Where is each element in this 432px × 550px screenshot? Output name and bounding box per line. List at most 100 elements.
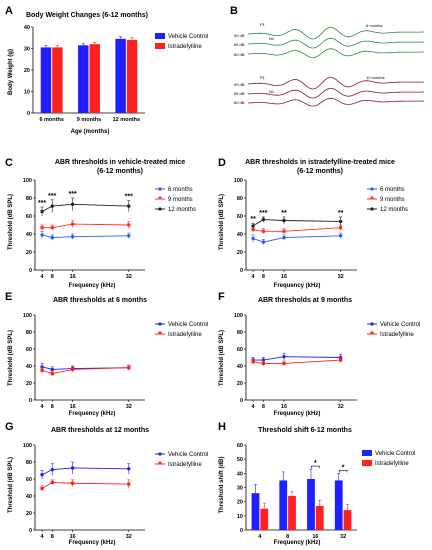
panel-g-data-point <box>71 481 75 485</box>
panel-a-ytick-label: 0 <box>27 111 30 117</box>
panel-d-legend-marker <box>370 196 374 200</box>
panel-h-ytick-label: 40 <box>237 471 243 477</box>
panel-c-significance: *** <box>38 200 46 207</box>
panel-c-legend-marker <box>158 187 162 191</box>
abr-waveform-illustration: P1 N1 6 months 90 dB 85 dB 80 dB P1 N1 1… <box>234 22 424 107</box>
panel-c-data-point <box>50 204 54 208</box>
panel-c-data-point <box>40 226 44 230</box>
panel-h-bar <box>251 493 260 530</box>
panel-f-xlabel: Frequency (kHz) <box>274 411 321 417</box>
panel-h-ytick-label: 50 <box>237 457 243 463</box>
panel-letter-g: G <box>5 421 14 433</box>
panel-f-xtick-label: 8 <box>262 404 265 410</box>
panel-h-xlabel: Frequency (kHz) <box>274 540 321 546</box>
panel-e-xlabel: Frequency (kHz) <box>69 411 116 417</box>
panel-e-ytick-label: 0 <box>29 398 32 404</box>
panel-g-title: ABR thresholds at 12 months <box>51 427 149 434</box>
panel-h-bar <box>315 505 324 530</box>
panel-f-series-line <box>253 356 341 361</box>
panel-letter-d: D <box>218 157 226 169</box>
panel-c-data-point <box>70 202 75 206</box>
panel-e-series-line <box>41 367 129 375</box>
panel-d-significance: ** <box>281 210 287 217</box>
panel-c-data-point <box>50 226 54 230</box>
panel-d-data-point <box>251 224 255 228</box>
panel-h-ytick-label: 20 <box>237 500 243 506</box>
wave-top-label: 6 months <box>366 23 382 28</box>
panel-g-ytick-label: 40 <box>26 494 32 500</box>
panel-h-ytick-label: 0 <box>240 528 243 534</box>
panel-h-significance-bracket <box>338 470 348 473</box>
panel-d-legend-label: 9 months <box>380 197 405 203</box>
wave-top-level-80: 80 dB <box>234 52 245 57</box>
panel-a-ytick-label: 10 <box>24 90 30 96</box>
panel-g-xlabel: Frequency (kHz) <box>69 540 116 546</box>
panel-h-significance: * <box>342 464 345 471</box>
panel-f-ytick-label: 40 <box>237 364 243 370</box>
panel-d-xlabel: Frequency (kHz) <box>274 283 321 289</box>
panel-f-legend-marker <box>370 331 374 335</box>
panel-c-legend-marker <box>158 207 162 211</box>
panel-f-ytick-label: 0 <box>240 398 243 404</box>
panel-d-data-point <box>338 234 343 238</box>
panel-e-legend-marker <box>158 331 162 335</box>
panel-c-data-point <box>127 223 131 227</box>
panel-f-legend-label: Vehicle Control <box>380 322 420 328</box>
panel-d-data-point <box>282 218 286 223</box>
panel-d-xtick-label: 8 <box>262 274 265 280</box>
wave-bottom-level-80: 80 dB <box>234 100 245 105</box>
panel-e-ylabel: Threshold (dB SPL) <box>8 330 14 386</box>
panel-f-ytick-label: 100 <box>234 313 243 319</box>
wave-top-level-85: 85 dB <box>234 42 245 47</box>
panel-h-significance: * <box>314 460 317 467</box>
panel-g-data-point <box>127 482 131 486</box>
panel-letter-f: F <box>218 291 225 303</box>
panel-g-data-point <box>40 486 44 490</box>
panel-g-xtick-label: 4 <box>41 534 45 540</box>
panel-g-data-point <box>127 467 131 471</box>
panel-a-xtick-label: 12 months <box>113 117 141 123</box>
panel-d-legend-marker <box>370 187 374 191</box>
panel-letter-b: B <box>230 5 238 17</box>
panel-c-data-point <box>70 235 75 239</box>
panel-a-legend-label: Istradefylline <box>168 44 202 50</box>
panel-f-title: ABR thresholds at 9 months <box>258 297 352 304</box>
panel-f-xtick-label: 16 <box>281 404 287 410</box>
panel-f-legend-label: Istradefylline <box>380 332 414 338</box>
panel-c-legend-label: 12 months <box>168 207 196 213</box>
panel-c-legend-label: 6 months <box>168 187 193 193</box>
panel-f-data-point <box>282 361 286 366</box>
panel-g-ytick-label: 20 <box>26 511 32 517</box>
panel-d-data-point <box>338 219 343 224</box>
panel-d-significance: *** <box>259 210 267 217</box>
panel-d-significance: ** <box>338 210 344 217</box>
panel-e-ytick-label: 60 <box>26 347 32 353</box>
panel-c-data-point <box>40 233 44 237</box>
panel-d-ytick-label: 100 <box>234 178 243 184</box>
panel-g-xtick-label: 16 <box>70 534 76 540</box>
panel-c-data-point <box>127 234 131 238</box>
panel-h-bar <box>307 479 315 530</box>
panel-d-xtick-label: 4 <box>252 274 256 280</box>
panel-c-ytick-label: 60 <box>26 214 32 220</box>
panel-h-xtick-label: 4 <box>258 534 262 540</box>
panel-a-ytick-label: 30 <box>24 47 30 53</box>
panel-f-data-point <box>261 361 265 366</box>
panel-e-legend-label: Vehicle Control <box>168 322 208 328</box>
panel-f-data-point <box>282 354 286 359</box>
panel-g-legend-marker <box>158 452 162 456</box>
wave-bottom-level-85: 85 dB <box>234 91 245 96</box>
wave-bottom-label: 12 months <box>366 75 385 80</box>
wave-bottom-peak-p1: P1 <box>260 75 266 80</box>
panel-a-bar <box>126 39 138 113</box>
panel-d-title-line1: ABR thresholds in istradefylline-treated… <box>245 159 395 166</box>
panel-c-xtick-label: 16 <box>70 274 76 280</box>
panel-a-title: Body Weight Changes (6-12 months) <box>26 12 148 19</box>
panel-e-data-point <box>127 366 131 370</box>
panel-a-bar <box>115 38 126 114</box>
panel-c-significance: *** <box>48 193 56 200</box>
panel-h-bar <box>343 510 352 530</box>
panel-c-xtick-label: 4 <box>41 274 45 280</box>
panel-a-ytick-label: 40 <box>24 25 30 31</box>
